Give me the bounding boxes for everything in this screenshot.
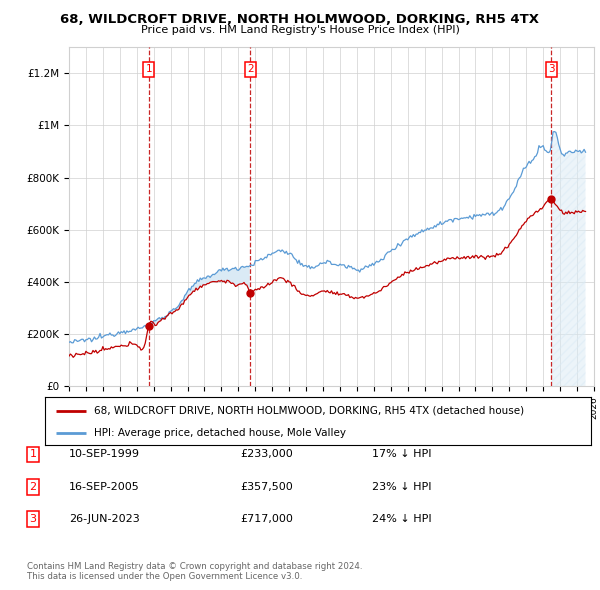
Text: 2: 2 [29, 482, 37, 491]
Text: 68, WILDCROFT DRIVE, NORTH HOLMWOOD, DORKING, RH5 4TX: 68, WILDCROFT DRIVE, NORTH HOLMWOOD, DOR… [61, 13, 539, 26]
Text: Contains HM Land Registry data © Crown copyright and database right 2024.
This d: Contains HM Land Registry data © Crown c… [27, 562, 362, 581]
Text: 10-SEP-1999: 10-SEP-1999 [69, 450, 140, 459]
Text: 23% ↓ HPI: 23% ↓ HPI [372, 482, 431, 491]
Text: 17% ↓ HPI: 17% ↓ HPI [372, 450, 431, 459]
Text: £717,000: £717,000 [240, 514, 293, 524]
Text: 26-JUN-2023: 26-JUN-2023 [69, 514, 140, 524]
Text: £233,000: £233,000 [240, 450, 293, 459]
Text: HPI: Average price, detached house, Mole Valley: HPI: Average price, detached house, Mole… [94, 428, 346, 438]
Text: £357,500: £357,500 [240, 482, 293, 491]
Text: Price paid vs. HM Land Registry's House Price Index (HPI): Price paid vs. HM Land Registry's House … [140, 25, 460, 35]
Text: 1: 1 [145, 64, 152, 74]
Text: 24% ↓ HPI: 24% ↓ HPI [372, 514, 431, 524]
Text: 16-SEP-2005: 16-SEP-2005 [69, 482, 140, 491]
Text: 3: 3 [548, 64, 555, 74]
Text: 3: 3 [29, 514, 37, 524]
Text: 1: 1 [29, 450, 37, 459]
Text: 68, WILDCROFT DRIVE, NORTH HOLMWOOD, DORKING, RH5 4TX (detached house): 68, WILDCROFT DRIVE, NORTH HOLMWOOD, DOR… [94, 405, 524, 415]
Text: 2: 2 [247, 64, 254, 74]
